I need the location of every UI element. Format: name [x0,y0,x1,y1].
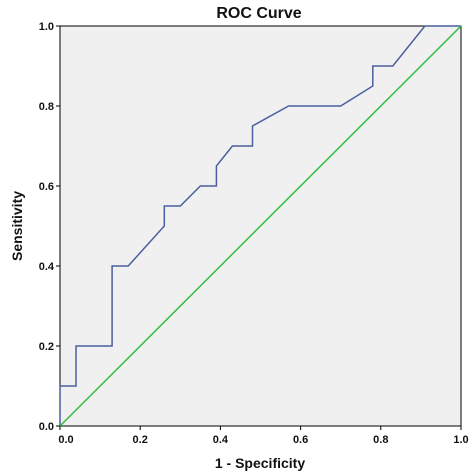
x-tick-label: 0.2 [133,434,148,446]
x-tick-label: 0.8 [373,434,388,446]
x-tick-label: 0.6 [293,434,308,446]
x-tick-label: 0.0 [58,434,73,446]
y-tick-label: 0.0 [39,421,54,433]
reference-line [59,25,462,427]
y-tick-label: 0.6 [39,181,54,193]
y-tick-label: 1.0 [39,21,54,33]
y-tick-label: 0.2 [39,341,54,353]
roc-curve-line [59,25,461,426]
y-axis-label: Sensitivity [9,191,25,261]
chart-title: ROC Curve [216,5,301,22]
curves-group [59,25,462,427]
y-tick-label: 0.8 [39,101,54,113]
x-axis-label: 1 - Specificity [215,455,305,471]
y-tick-label: 0.4 [39,261,55,273]
x-tick-label: 1.0 [453,434,468,446]
y-axis-ticks: 0.0 0.2 0.4 0.6 0.8 1.0 [39,21,60,433]
x-axis-ticks: 0.0 0.2 0.4 0.6 0.8 1.0 [58,426,469,446]
x-tick-label: 0.4 [213,434,229,446]
